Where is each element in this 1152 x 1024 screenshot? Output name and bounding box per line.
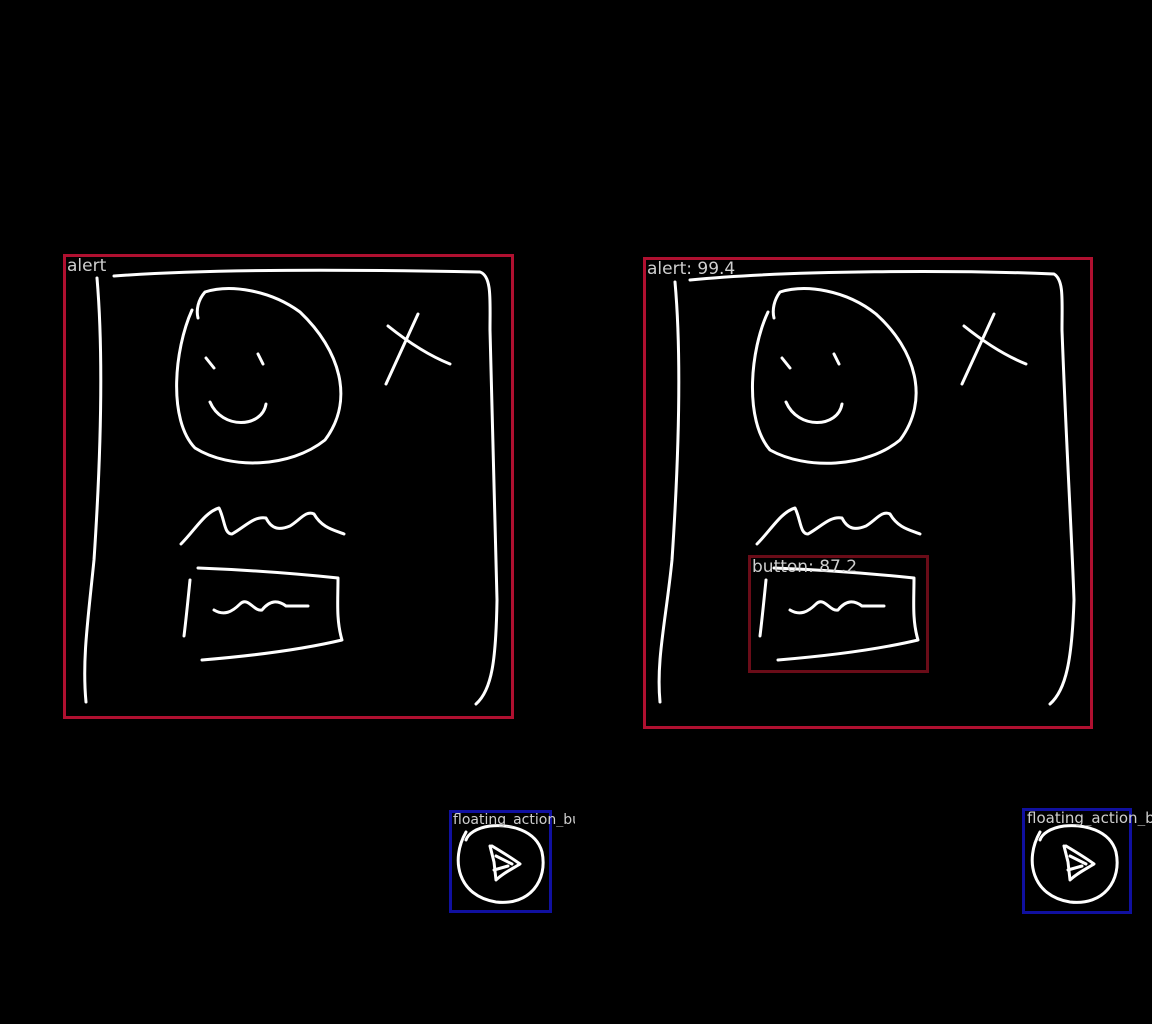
right-button-squiggle (788, 600, 886, 615)
right-fab-box (1022, 808, 1132, 914)
right-smiley-eye (780, 356, 792, 370)
left-fab-arrow (488, 844, 522, 882)
right-smiley-face (750, 287, 918, 465)
left-smiley-face (175, 287, 343, 465)
left-dialog-frame (83, 268, 499, 706)
left-alert-box (63, 254, 514, 719)
right-fab-arrow (1062, 844, 1096, 882)
left-text-squiggle (179, 506, 346, 546)
left-button-squiggle (212, 600, 310, 615)
left-fab-box (449, 810, 552, 913)
right-button-label: button: 87.2 (752, 559, 858, 576)
right-smiley-eye (832, 352, 841, 366)
right-button-sketch (758, 566, 920, 662)
left-fab-circle (456, 824, 545, 904)
right-fab-label: floating_action_button (1027, 811, 1152, 826)
right-text-squiggle (755, 506, 922, 546)
right-dialog-frame (657, 270, 1076, 706)
right-smiley-mouth (784, 400, 844, 424)
right-fab-circle (1030, 824, 1119, 904)
left-smiley-eye (204, 356, 216, 370)
right-button-box (748, 555, 929, 673)
left-button-sketch (182, 566, 344, 662)
left-smiley-mouth (208, 400, 268, 424)
right-alert-box (643, 257, 1093, 729)
left-smiley-eye (256, 352, 265, 366)
left-alert-label: alert (67, 258, 107, 275)
right-close-x (960, 312, 1028, 386)
left-fab-label: floating_action_button (453, 813, 575, 827)
left-close-x (384, 312, 452, 386)
right-alert-label: alert: 99.4 (647, 261, 736, 278)
